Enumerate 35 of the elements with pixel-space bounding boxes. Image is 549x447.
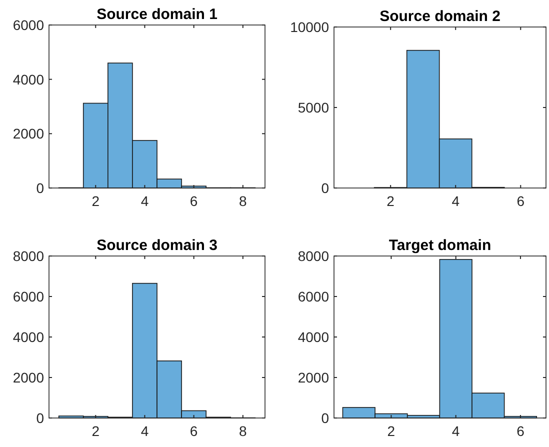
y-tick-label: 8000 [298, 248, 330, 264]
y-tick-label: 4000 [298, 329, 330, 345]
x-tick-label: 6 [190, 423, 198, 439]
y-tick-label: 6000 [298, 288, 330, 304]
y-tick-label: 10000 [290, 19, 330, 35]
y-tick-label: 2000 [12, 370, 44, 386]
x-tick-label: 6 [516, 423, 525, 439]
chart-title: Source domain 3 [96, 237, 218, 254]
x-tick-label: 8 [239, 193, 248, 209]
chart-title: Source domain 2 [380, 8, 500, 25]
x-tick-label: 2 [387, 423, 396, 439]
x-tick-label: 6 [516, 193, 525, 209]
y-tick-label: 5000 [298, 100, 330, 116]
chart-title: Target domain [388, 237, 492, 254]
y-tick-label: 6000 [12, 17, 44, 33]
y-tick-label: 0 [321, 410, 330, 426]
x-tick-label: 4 [452, 193, 460, 209]
x-tick-label: 6 [190, 193, 198, 209]
y-tick-label: 2000 [298, 370, 330, 386]
x-tick-label: 2 [92, 193, 100, 209]
y-tick-label: 0 [36, 410, 44, 426]
x-tick-label: 4 [452, 423, 460, 439]
y-tick-label: 2000 [12, 126, 44, 142]
x-tick-label: 2 [386, 193, 395, 209]
y-tick-label: 6000 [12, 288, 44, 304]
x-tick-label: 4 [140, 193, 149, 209]
x-tick-label: 4 [140, 423, 149, 439]
y-tick-label: 8000 [12, 248, 44, 264]
y-tick-label: 0 [321, 180, 330, 196]
chart-title: Source domain 1 [96, 6, 218, 23]
x-tick-label: 2 [92, 423, 100, 439]
x-tick-label: 8 [239, 423, 248, 439]
y-tick-label: 4000 [12, 71, 44, 88]
y-tick-label: 4000 [12, 329, 44, 345]
y-tick-label: 0 [36, 180, 44, 196]
